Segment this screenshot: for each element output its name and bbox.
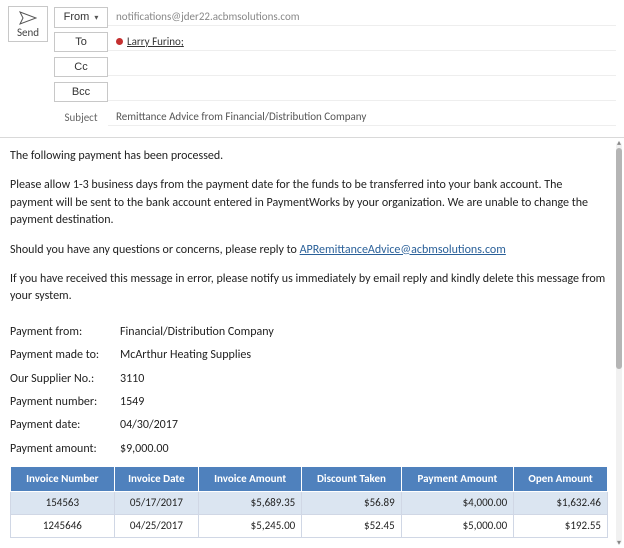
detail-value: McArthur Heating Supplies — [120, 347, 251, 364]
invoice-col-header: Open Amount — [514, 467, 608, 492]
detail-label: Payment amount: — [10, 441, 120, 458]
send-button[interactable]: Send — [8, 6, 48, 42]
scrollbar-thumb[interactable] — [616, 148, 622, 369]
table-cell: $1,632.46 — [514, 492, 608, 515]
scrollbar-track[interactable]: ▴ ▾ — [616, 142, 622, 544]
body-paragraph-2: Please allow 1-3 business days from the … — [10, 177, 608, 229]
table-cell: $4,000.00 — [401, 492, 513, 515]
table-cell: $5,245.00 — [199, 514, 302, 537]
body-paragraph-3: Should you have any questions or concern… — [10, 242, 608, 259]
table-row: 15456305/17/2017$5,689.35$56.89$4,000.00… — [11, 492, 608, 515]
to-button[interactable]: To — [54, 32, 108, 52]
detail-value: 1549 — [120, 394, 144, 411]
invoice-col-header: Invoice Number — [11, 467, 115, 492]
detail-label: Payment made to: — [10, 347, 120, 364]
subject-field[interactable]: Remittance Advice from Financial/Distrib… — [108, 108, 616, 126]
detail-row: Payment number: 1549 — [10, 394, 608, 411]
table-cell: $56.89 — [302, 492, 401, 515]
presence-icon — [116, 38, 123, 45]
table-cell: $5,000.00 — [401, 514, 513, 537]
invoice-table-head: Invoice NumberInvoice DateInvoice Amount… — [11, 467, 608, 492]
detail-row: Our Supplier No.: 3110 — [10, 371, 608, 388]
compose-header: Send From ▾ notifications@jder22.acbmsol… — [0, 0, 624, 133]
detail-value: Financial/Distribution Company — [120, 324, 274, 341]
from-label: From — [64, 11, 90, 23]
email-body[interactable]: The following payment has been processed… — [0, 138, 624, 548]
subject-row: Subject Remittance Advice from Financial… — [54, 106, 616, 128]
from-row: From ▾ notifications@jder22.acbmsolution… — [54, 6, 616, 28]
send-icon — [19, 11, 37, 25]
detail-row: Payment date: 04/30/2017 — [10, 417, 608, 434]
invoice-col-header: Invoice Date — [114, 467, 198, 492]
body-paragraph-1: The following payment has been processed… — [10, 148, 608, 165]
table-cell: 154563 — [11, 492, 115, 515]
table-cell: $5,689.35 — [199, 492, 302, 515]
table-row: 124564604/25/2017$5,245.00$52.45$5,000.0… — [11, 514, 608, 537]
from-value[interactable]: notifications@jder22.acbmsolutions.com — [108, 8, 616, 26]
recipient-pill[interactable]: Larry Furino; — [116, 35, 184, 48]
cc-row: Cc — [54, 56, 616, 78]
scroll-up-icon[interactable]: ▴ — [616, 140, 622, 146]
bcc-button[interactable]: Bcc — [54, 82, 108, 102]
fields-column: From ▾ notifications@jder22.acbmsolution… — [54, 6, 616, 131]
detail-row: Payment amount: $9,000.00 — [10, 441, 608, 458]
detail-label: Payment date: — [10, 417, 120, 434]
invoice-table: Invoice NumberInvoice DateInvoice Amount… — [10, 466, 608, 538]
table-cell: $192.55 — [514, 514, 608, 537]
chevron-down-icon: ▾ — [94, 13, 98, 22]
invoice-col-header: Payment Amount — [401, 467, 513, 492]
detail-label: Payment from: — [10, 324, 120, 341]
invoice-table-body: 15456305/17/2017$5,689.35$56.89$4,000.00… — [11, 492, 608, 538]
reply-email-link[interactable]: APRemittanceAdvice@acbmsolutions.com — [300, 243, 506, 257]
table-cell: 04/25/2017 — [114, 514, 198, 537]
send-label: Send — [9, 26, 47, 39]
detail-label: Payment number: — [10, 394, 120, 411]
from-button[interactable]: From ▾ — [54, 7, 108, 28]
send-column: Send — [8, 6, 48, 131]
recipient-name: Larry Furino — [127, 35, 181, 48]
detail-row: Payment made to: McArthur Heating Suppli… — [10, 347, 608, 364]
detail-label: Our Supplier No.: — [10, 371, 120, 388]
scroll-down-icon[interactable]: ▾ — [616, 540, 622, 546]
payment-details: Payment from: Financial/Distribution Com… — [10, 324, 608, 458]
to-field[interactable]: Larry Furino; — [108, 33, 616, 51]
bcc-row: Bcc — [54, 81, 616, 103]
detail-value: $9,000.00 — [120, 441, 169, 458]
table-cell: 05/17/2017 — [114, 492, 198, 515]
body-wrapper: The following payment has been processed… — [0, 138, 624, 548]
table-cell: $52.45 — [302, 514, 401, 537]
invoice-col-header: Invoice Amount — [199, 467, 302, 492]
invoice-col-header: Discount Taken — [302, 467, 401, 492]
cc-button[interactable]: Cc — [54, 57, 108, 77]
detail-value: 3110 — [120, 371, 144, 388]
cc-field[interactable] — [108, 58, 616, 76]
bcc-field[interactable] — [108, 83, 616, 101]
table-cell: 1245646 — [11, 514, 115, 537]
detail-value: 04/30/2017 — [120, 417, 178, 434]
to-row: To Larry Furino; — [54, 31, 616, 53]
detail-row: Payment from: Financial/Distribution Com… — [10, 324, 608, 341]
body-paragraph-4: If you have received this message in err… — [10, 271, 608, 306]
subject-label: Subject — [54, 111, 108, 124]
